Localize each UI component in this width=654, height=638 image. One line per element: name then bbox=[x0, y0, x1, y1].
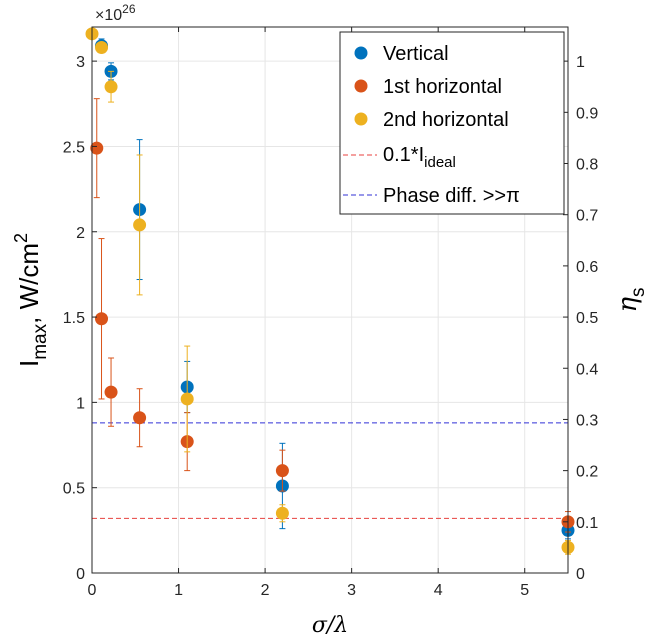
legend-label-1st-horizontal: 1st horizontal bbox=[383, 76, 502, 98]
y-tick-label: 2 bbox=[76, 225, 85, 242]
legend-label-2nd-horizontal: 2nd horizontal bbox=[383, 109, 509, 131]
legend-item-1st-horizontal: 1st horizontal bbox=[354, 76, 502, 98]
reference-lines bbox=[92, 422, 568, 519]
data-point bbox=[133, 411, 147, 425]
x-tick-label: 4 bbox=[434, 582, 443, 599]
legend-marker-2nd-horizontal bbox=[354, 112, 368, 126]
y-tick-label: 1.5 bbox=[63, 310, 85, 327]
y2-tick-label: 0.1 bbox=[576, 515, 598, 532]
y-tick-label: 3 bbox=[76, 54, 85, 71]
legend-label-ideal: 0.1*Iideal bbox=[383, 144, 456, 171]
legend-marker-1st-horizontal bbox=[354, 79, 368, 93]
y2-tick-label: 0.6 bbox=[576, 259, 598, 276]
y-tick-label: 2.5 bbox=[63, 139, 85, 156]
x-tick-label: 1 bbox=[174, 582, 183, 599]
y2-tick-label: 0.2 bbox=[576, 464, 598, 481]
legend-item-phase: Phase diff. >>π bbox=[343, 185, 520, 207]
y-axis-label-rest: , W/cm bbox=[14, 243, 44, 324]
y2-tick-label: 0.5 bbox=[576, 310, 598, 327]
y2-tick-label: 0.3 bbox=[576, 412, 598, 429]
legend: Vertical 1st horizontal 2nd horizontal 0… bbox=[339, 31, 565, 215]
y-axis-exponent: ×1026 bbox=[95, 2, 136, 24]
exponent-power: 26 bbox=[122, 2, 136, 16]
y2-tick-label: 1 bbox=[576, 54, 585, 71]
legend-box bbox=[339, 31, 565, 215]
data-point bbox=[104, 385, 118, 399]
legend-label-vertical: Vertical bbox=[383, 43, 449, 65]
data-point bbox=[95, 312, 109, 326]
axes-frame bbox=[91, 26, 569, 574]
x-tick-label: 5 bbox=[520, 582, 529, 599]
y-axis-label-main: I bbox=[14, 360, 44, 367]
data-point bbox=[275, 464, 289, 478]
data-point bbox=[133, 218, 147, 232]
x-axis-label: σ/λ bbox=[312, 613, 348, 638]
data-point bbox=[90, 141, 104, 155]
y2-tick-label: 0.4 bbox=[576, 361, 598, 378]
y-tick-label: 1 bbox=[76, 395, 85, 412]
legend-label-ideal-sub: ideal bbox=[424, 154, 456, 171]
axes: 0 1 2 3 4 5 0 0.5 1 1.5 2 2.5 3 0 0.1 0.2 0.3 0.4 0.5 0.6 0.… bbox=[63, 26, 598, 599]
y2-axis-label-main: η bbox=[613, 297, 643, 313]
data-point bbox=[275, 506, 289, 520]
exponent-prefix: ×10 bbox=[95, 7, 122, 24]
legend-label-ideal-main: 0.1*I bbox=[383, 144, 424, 166]
x-tick-label: 0 bbox=[88, 582, 97, 599]
legend-item-vertical: Vertical bbox=[354, 43, 449, 65]
x-tick-label: 3 bbox=[347, 582, 356, 599]
y2-tick-label: 0.9 bbox=[576, 105, 598, 122]
y-tick-label: 0.5 bbox=[63, 481, 85, 498]
legend-label-phase: Phase diff. >>π bbox=[383, 185, 520, 207]
data-point bbox=[95, 40, 109, 54]
y2-tick-label: 0 bbox=[576, 566, 585, 583]
y-axis-label-sub: max bbox=[30, 323, 51, 359]
y2-axis-label: ηs bbox=[613, 287, 649, 312]
data-point bbox=[104, 80, 118, 94]
legend-marker-vertical bbox=[354, 46, 368, 60]
y2-tick-label: 0.8 bbox=[576, 157, 598, 174]
y2-axis-label-sub: s bbox=[628, 287, 649, 297]
y-axis-label: Imax, W/cm2 bbox=[11, 233, 51, 367]
data-point bbox=[180, 392, 194, 406]
y-tick-label: 0 bbox=[76, 566, 85, 583]
y2-tick-label: 0.7 bbox=[576, 208, 598, 225]
y-axis-label-sup: 2 bbox=[11, 233, 31, 243]
data-series bbox=[85, 27, 575, 555]
legend-item-ideal: 0.1*Iideal bbox=[343, 144, 456, 171]
x-tick-label: 2 bbox=[261, 582, 270, 599]
grid bbox=[91, 27, 568, 574]
legend-item-2nd-horizontal: 2nd horizontal bbox=[354, 109, 509, 131]
